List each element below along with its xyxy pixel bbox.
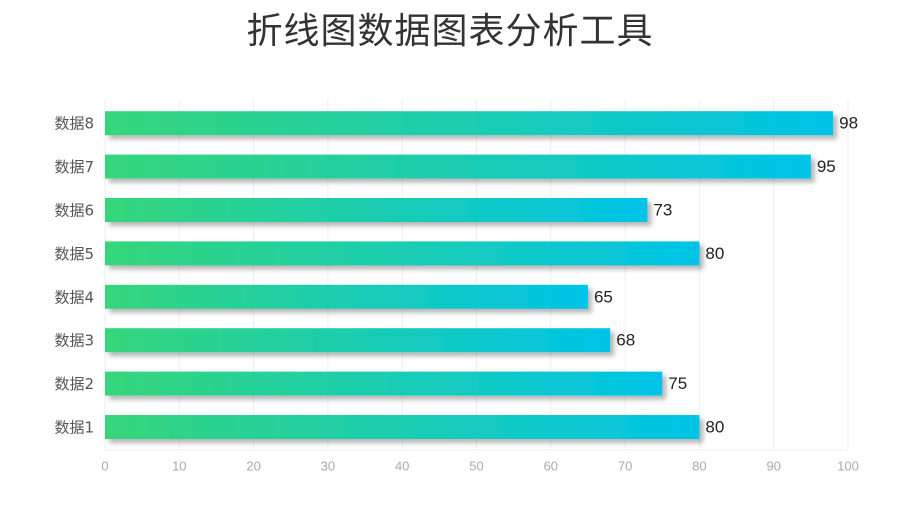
category-label: 数据4	[54, 288, 94, 306]
labels: 0 10 20 30 40 50 60 70 80 90 100 数据1 80 数据2 75 数据3 68 数据4…	[54, 114, 858, 474]
value-label: 80	[705, 417, 724, 436]
bar	[105, 241, 700, 266]
x-tick-label: 40	[395, 458, 409, 473]
category-label: 数据1	[54, 419, 94, 437]
category-label: 数据2	[54, 375, 94, 393]
x-tick-label: 70	[618, 458, 632, 473]
x-tick-label: 80	[692, 458, 706, 473]
bars	[105, 111, 834, 439]
value-label: 73	[653, 200, 672, 219]
value-label: 98	[839, 114, 858, 133]
x-tick-label: 100	[837, 458, 859, 473]
category-label: 数据6	[54, 202, 94, 220]
bar	[105, 328, 611, 353]
x-tick-label: 60	[544, 458, 558, 473]
grid	[104, 100, 849, 451]
x-tick-label: 90	[766, 458, 780, 473]
category-label: 数据5	[54, 245, 94, 263]
value-label: 80	[705, 244, 724, 263]
category-label: 数据3	[54, 332, 94, 350]
value-label: 68	[616, 331, 635, 350]
category-label: 数据7	[54, 158, 94, 176]
x-tick-label: 50	[469, 458, 483, 473]
bar	[105, 111, 834, 136]
bar	[105, 198, 648, 222]
chart-title: 折线图数据图表分析工具	[246, 11, 654, 52]
x-tick-label: 10	[172, 458, 186, 473]
value-label: 75	[668, 374, 687, 393]
bar	[105, 415, 700, 439]
x-tick-label: 30	[321, 458, 335, 473]
bar	[105, 284, 588, 309]
bar	[105, 154, 811, 179]
value-label: 95	[817, 157, 836, 176]
x-tick-label: 0	[101, 458, 108, 473]
value-label: 65	[594, 287, 613, 306]
bar	[105, 371, 663, 396]
x-tick-label: 20	[246, 458, 260, 473]
category-label: 数据8	[54, 115, 94, 133]
